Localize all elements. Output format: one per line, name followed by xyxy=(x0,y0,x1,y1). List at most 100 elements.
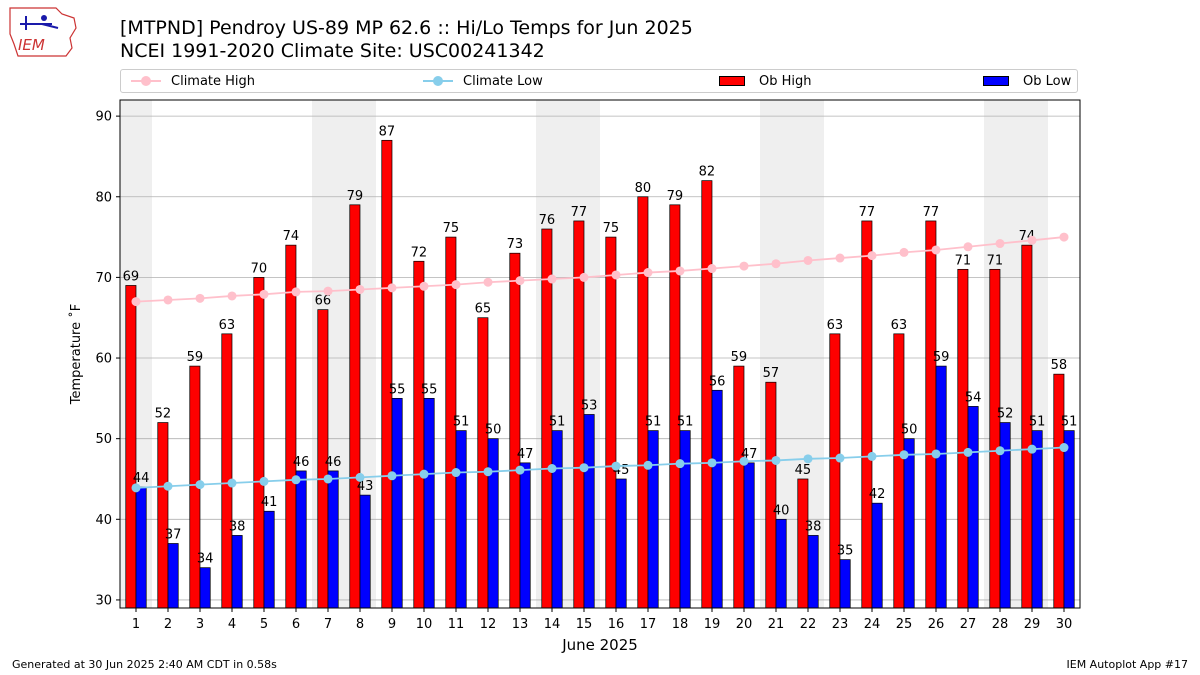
climate-high-point xyxy=(387,283,397,293)
climate-high-point xyxy=(259,289,269,299)
ob-high-label: 79 xyxy=(347,189,364,204)
ob-high-label: 74 xyxy=(283,229,300,244)
ob-low-label: 37 xyxy=(165,527,182,542)
legend-swatch-climate-low xyxy=(423,76,453,86)
ob-high-label: 59 xyxy=(187,350,204,365)
climate-low-point xyxy=(995,446,1005,456)
climate-high-point xyxy=(835,253,845,263)
ob-low-label: 50 xyxy=(485,423,502,438)
climate-low-point xyxy=(163,481,173,491)
ob-low-label: 41 xyxy=(261,495,278,510)
x-tick-label: 5 xyxy=(260,617,268,632)
climate-high-point xyxy=(931,245,941,255)
climate-high-point xyxy=(899,247,909,257)
x-tick-label: 16 xyxy=(608,617,625,632)
ob-low-label: 40 xyxy=(773,503,790,518)
climate-low-point xyxy=(579,463,589,473)
ob-low-bar xyxy=(167,543,179,609)
climate-high-point xyxy=(419,281,429,291)
ob-low-label: 43 xyxy=(357,479,374,494)
ob-high-bar xyxy=(701,180,713,609)
ob-low-label: 44 xyxy=(133,471,150,486)
climate-low-point xyxy=(227,478,237,488)
ob-low-bar xyxy=(135,486,147,609)
climate-low-point xyxy=(739,456,749,466)
ob-high-label: 71 xyxy=(955,253,972,268)
ob-high-bar xyxy=(669,204,681,609)
iem-logo: IEM xyxy=(9,7,77,57)
ob-high-label: 58 xyxy=(1051,358,1068,373)
climate-high-point xyxy=(131,297,141,307)
ob-high-label: 59 xyxy=(731,350,748,365)
x-tick-label: 15 xyxy=(576,617,593,632)
x-tick-label: 24 xyxy=(864,617,881,632)
ob-low-bar xyxy=(967,406,979,609)
climate-high-point xyxy=(579,272,589,282)
climate-high-point xyxy=(675,266,685,276)
climate-low-point xyxy=(963,447,973,457)
ob-low-bar xyxy=(1063,430,1075,609)
climate-low-point xyxy=(643,460,653,470)
ob-high-label: 70 xyxy=(251,261,268,276)
legend-label-ob-high: Ob High xyxy=(759,73,812,89)
ob-low-bar xyxy=(423,397,435,609)
ob-high-bar xyxy=(1053,373,1065,609)
x-tick-label: 1 xyxy=(132,617,140,632)
y-tick-label: 70 xyxy=(95,271,112,286)
x-tick-label: 29 xyxy=(1024,617,1041,632)
ob-low-label: 35 xyxy=(837,544,854,559)
climate-high-point xyxy=(1059,232,1069,242)
climate-low-point xyxy=(771,455,781,465)
ob-high-label: 71 xyxy=(987,253,1004,268)
ob-high-label: 45 xyxy=(795,463,812,478)
ob-high-bar xyxy=(381,139,393,609)
ob-low-bar xyxy=(1031,430,1043,609)
ob-low-bar xyxy=(359,494,371,609)
legend-swatch-ob-low xyxy=(983,76,1009,86)
ob-low-label: 38 xyxy=(805,519,822,534)
climate-low-point xyxy=(675,459,685,469)
ob-high-label: 75 xyxy=(443,221,460,236)
ob-high-label: 77 xyxy=(571,205,588,220)
logo-text: IEM xyxy=(18,36,45,54)
climate-high-line xyxy=(135,236,1065,303)
ob-high-bar xyxy=(637,196,649,609)
ob-low-label: 51 xyxy=(645,415,662,430)
ob-high-label: 77 xyxy=(859,205,876,220)
climate-low-point xyxy=(611,461,621,471)
ob-high-label: 77 xyxy=(923,205,940,220)
ob-low-label: 54 xyxy=(965,390,982,405)
app-footer: IEM Autoplot App #17 xyxy=(1066,658,1189,671)
x-tick-label: 10 xyxy=(416,617,433,632)
ob-low-label: 51 xyxy=(1061,415,1078,430)
climate-low-point xyxy=(867,451,877,461)
ob-low-label: 51 xyxy=(677,415,694,430)
x-axis-label: June 2025 xyxy=(561,636,638,654)
x-tick-label: 13 xyxy=(512,617,529,632)
ob-high-label: 65 xyxy=(475,302,492,317)
climate-high-point xyxy=(163,295,173,305)
climate-low-point xyxy=(547,464,557,474)
climate-low-point xyxy=(323,474,333,484)
ob-high-bar xyxy=(253,277,265,609)
legend-item-climate-high: Climate High xyxy=(131,70,255,92)
x-tick-label: 26 xyxy=(928,617,945,632)
ob-high-label: 66 xyxy=(315,294,332,309)
legend-item-ob-low: Ob Low xyxy=(983,70,1071,92)
x-tick-label: 6 xyxy=(292,617,300,632)
climate-high-point xyxy=(483,277,493,287)
climate-high-point xyxy=(771,259,781,269)
ob-low-bar xyxy=(487,438,499,609)
ob-low-label: 46 xyxy=(293,455,310,470)
ob-low-bar xyxy=(871,502,883,609)
climate-low-point xyxy=(195,480,205,490)
ob-low-bar xyxy=(903,438,915,609)
climate-low-point xyxy=(899,450,909,460)
legend-item-climate-low: Climate Low xyxy=(423,70,543,92)
climate-high-point xyxy=(547,274,557,284)
ob-high-bar xyxy=(509,252,521,609)
ob-low-bar xyxy=(839,559,851,609)
ob-high-label: 75 xyxy=(603,221,620,236)
ob-low-bar xyxy=(551,430,563,609)
ob-low-bar xyxy=(295,470,307,609)
